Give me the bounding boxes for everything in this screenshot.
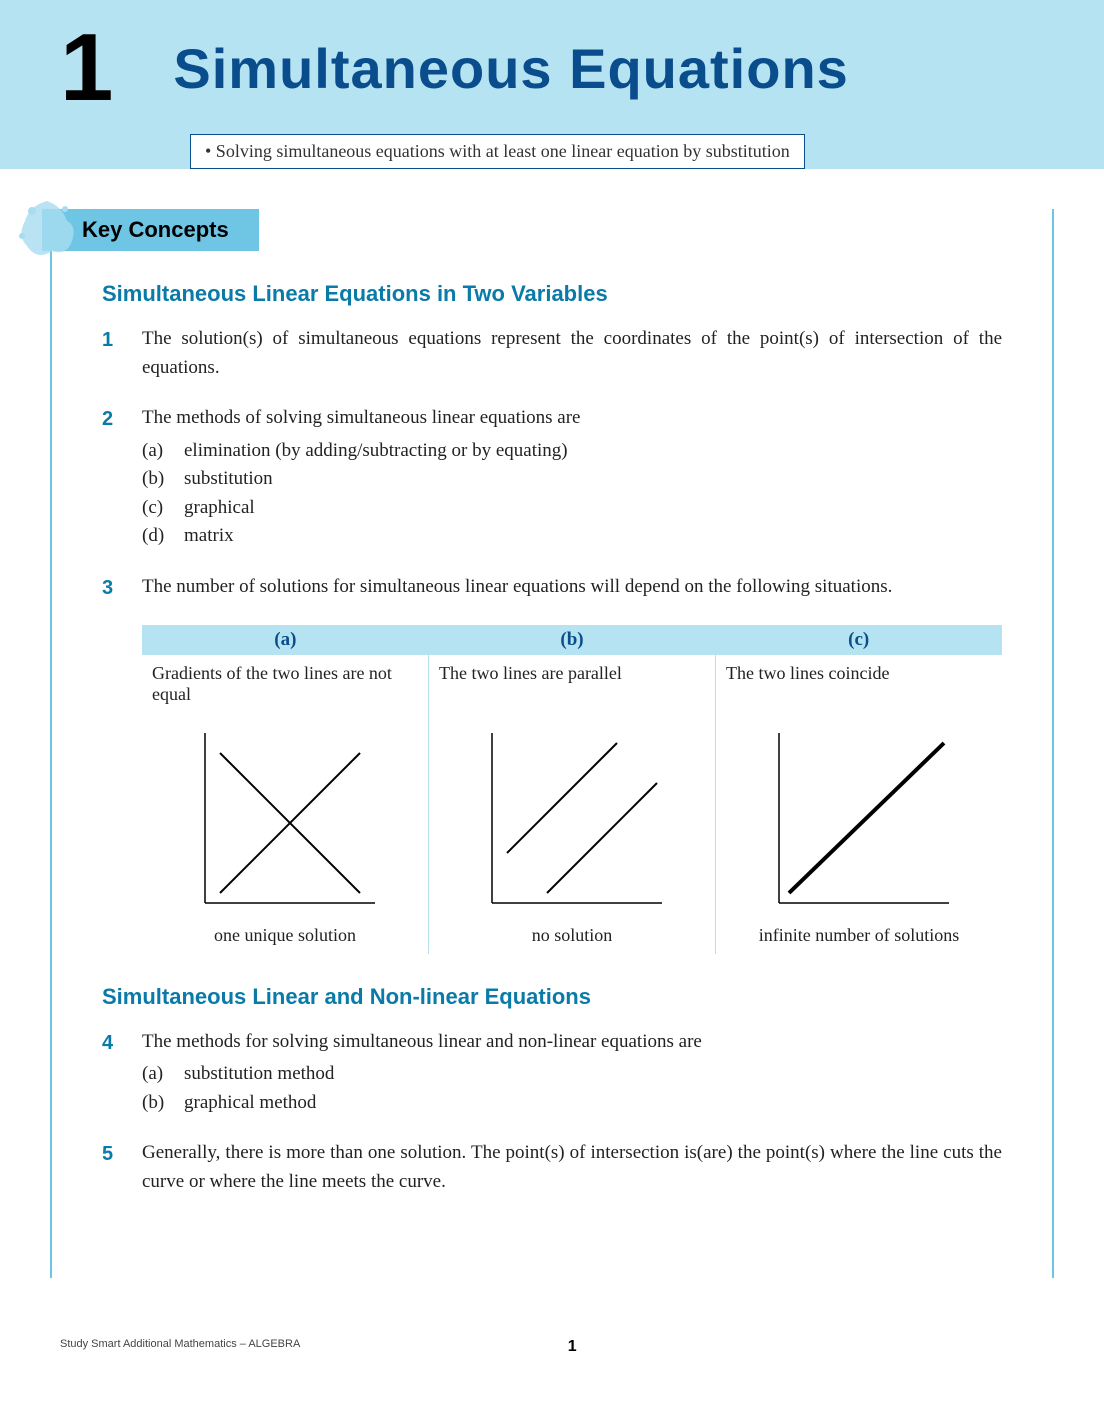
sub-item: (a)elimination (by adding/subtracting or… (142, 437, 1002, 466)
sub-list: (a)elimination (by adding/subtracting or… (142, 437, 1002, 551)
item-text: The methods for solving simultaneous lin… (142, 1031, 702, 1052)
table-header-row: (a) (b) (c) (142, 625, 1002, 655)
caption-cell: no solution (429, 921, 716, 954)
item-body: The methods for solving simultaneous lin… (142, 1028, 1002, 1118)
situations-table: (a) (b) (c) Gradients of the two lines a… (142, 625, 1002, 954)
item-4: 4 The methods for solving simultaneous l… (102, 1028, 1002, 1118)
sub-item: (a)substitution method (142, 1060, 1002, 1089)
col-header: (c) (715, 625, 1002, 655)
graph-cell (142, 713, 429, 921)
item-1: 1 The solution(s) of simultaneous equati… (102, 325, 1002, 382)
desc-cell: The two lines coincide (716, 655, 1002, 713)
subtitle-box: • Solving simultaneous equations with at… (190, 134, 805, 169)
item-body: The solution(s) of simultaneous equation… (142, 325, 1002, 382)
sub-item: (c)graphical (142, 494, 1002, 523)
sub-label: (c) (142, 494, 184, 523)
sub-label: (b) (142, 1089, 184, 1118)
item-body: The number of solutions for simultaneous… (142, 573, 1002, 603)
sub-text: matrix (184, 522, 234, 551)
splash-icon (7, 191, 87, 271)
item-2: 2 The methods of solving simultaneous li… (102, 404, 1002, 551)
page: 1 Simultaneous Equations • Solving simul… (0, 0, 1104, 1356)
item-num: 4 (102, 1028, 142, 1118)
sub-label: (a) (142, 1060, 184, 1089)
sub-text: substitution (184, 465, 273, 494)
desc-row: Gradients of the two lines are not equal… (142, 655, 1002, 713)
graph-cell (429, 713, 716, 921)
item-num: 5 (102, 1139, 142, 1196)
graph-cell (716, 713, 1002, 921)
caption-row: one unique solution no solution infinite… (142, 921, 1002, 954)
main-content: Key Concepts Simultaneous Linear Equatio… (50, 209, 1054, 1278)
item-num: 2 (102, 404, 142, 551)
item-text: The methods of solving simultaneous line… (142, 407, 580, 428)
item-num: 1 (102, 325, 142, 382)
sub-label: (a) (142, 437, 184, 466)
item-3: 3 The number of solutions for simultaneo… (102, 573, 1002, 603)
header-band: 1 Simultaneous Equations • Solving simul… (0, 0, 1104, 169)
item-num: 3 (102, 573, 142, 603)
desc-cell: Gradients of the two lines are not equal (142, 655, 429, 713)
chapter-title: Simultaneous Equations (173, 36, 848, 101)
sub-item: (b)substitution (142, 465, 1002, 494)
footer-left: Study Smart Additional Mathematics – ALG… (60, 1338, 300, 1356)
footer: Study Smart Additional Mathematics – ALG… (60, 1338, 1044, 1356)
desc-cell: The two lines are parallel (429, 655, 716, 713)
sub-text: graphical (184, 494, 255, 523)
graph-row (142, 713, 1002, 921)
sub-list: (a)substitution method (b)graphical meth… (142, 1060, 1002, 1117)
col-header: (a) (142, 625, 429, 655)
sub-label: (b) (142, 465, 184, 494)
footer-page: 1 (300, 1338, 844, 1356)
key-concepts-tab: Key Concepts (42, 209, 1052, 251)
sub-label: (d) (142, 522, 184, 551)
item-5: 5 Generally, there is more than one solu… (102, 1139, 1002, 1196)
chapter-row: 1 Simultaneous Equations (60, 20, 1084, 116)
content-area: Simultaneous Linear Equations in Two Var… (52, 281, 1052, 1196)
sub-text: substitution method (184, 1060, 334, 1089)
graph-coincide (759, 723, 959, 913)
sub-item: (d)matrix (142, 522, 1002, 551)
item-body: Generally, there is more than one soluti… (142, 1139, 1002, 1196)
sub-text: graphical method (184, 1089, 316, 1118)
section2-heading: Simultaneous Linear and Non-linear Equat… (102, 984, 1002, 1010)
caption-cell: one unique solution (142, 921, 429, 954)
item-body: The methods of solving simultaneous line… (142, 404, 1002, 551)
graph-cross (185, 723, 385, 913)
chapter-number: 1 (60, 20, 113, 116)
footer-right (844, 1338, 1044, 1356)
caption-cell: infinite number of solutions (716, 921, 1002, 954)
sub-text: elimination (by adding/subtracting or by… (184, 437, 568, 466)
graph-parallel (472, 723, 672, 913)
section1-heading: Simultaneous Linear Equations in Two Var… (102, 281, 1002, 307)
sub-item: (b)graphical method (142, 1089, 1002, 1118)
col-header: (b) (429, 625, 716, 655)
